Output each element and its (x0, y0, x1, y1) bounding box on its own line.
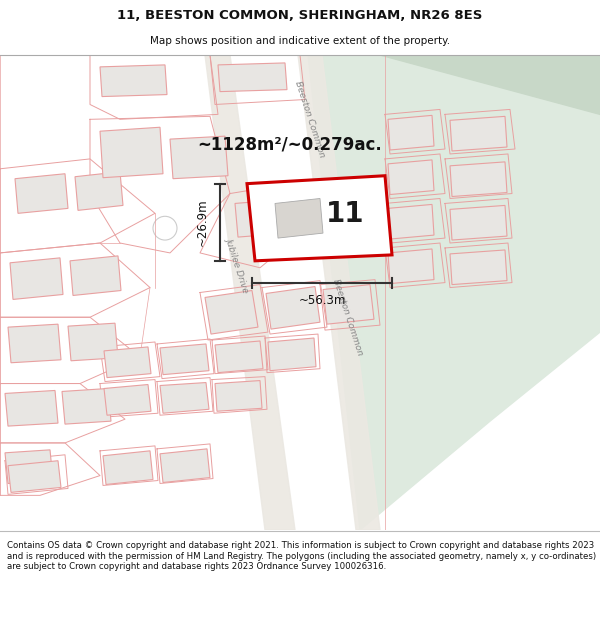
Polygon shape (205, 291, 258, 334)
Polygon shape (268, 338, 316, 371)
Text: ~26.9m: ~26.9m (196, 198, 209, 246)
Text: ~1128m²/~0.279ac.: ~1128m²/~0.279ac. (197, 135, 382, 153)
Polygon shape (323, 284, 374, 324)
Text: Beeston Common: Beeston Common (331, 278, 365, 357)
Polygon shape (275, 199, 323, 238)
Polygon shape (75, 172, 123, 211)
Polygon shape (68, 323, 118, 361)
Polygon shape (308, 55, 600, 530)
Polygon shape (160, 449, 210, 482)
Polygon shape (5, 450, 53, 484)
Polygon shape (388, 116, 434, 150)
Polygon shape (160, 382, 209, 413)
Polygon shape (15, 174, 68, 213)
Text: 11, BEESTON COMMON, SHERINGHAM, NR26 8ES: 11, BEESTON COMMON, SHERINGHAM, NR26 8ES (118, 9, 482, 22)
Polygon shape (388, 160, 434, 194)
Polygon shape (298, 55, 380, 530)
Polygon shape (247, 176, 392, 261)
Text: 11: 11 (325, 200, 364, 228)
Text: Contains OS data © Crown copyright and database right 2021. This information is : Contains OS data © Crown copyright and d… (7, 541, 596, 571)
Polygon shape (215, 381, 262, 411)
Polygon shape (170, 136, 228, 179)
Text: Beeston Common: Beeston Common (293, 80, 326, 159)
Polygon shape (340, 55, 600, 114)
Polygon shape (62, 389, 111, 424)
Text: Jubilee Drive: Jubilee Drive (225, 236, 251, 293)
Polygon shape (205, 55, 295, 530)
Text: Map shows position and indicative extent of the property.: Map shows position and indicative extent… (150, 36, 450, 46)
Polygon shape (103, 451, 153, 484)
Polygon shape (450, 162, 507, 196)
Polygon shape (5, 391, 58, 426)
Polygon shape (10, 258, 63, 299)
Polygon shape (100, 65, 167, 96)
Polygon shape (235, 199, 288, 237)
Polygon shape (104, 347, 151, 378)
Polygon shape (100, 127, 163, 177)
Polygon shape (450, 116, 507, 151)
Polygon shape (388, 249, 434, 284)
Polygon shape (8, 461, 61, 492)
Polygon shape (450, 250, 507, 284)
Text: ~56.3m: ~56.3m (298, 294, 346, 307)
Polygon shape (160, 344, 209, 374)
Polygon shape (104, 384, 151, 415)
Polygon shape (215, 341, 263, 372)
Polygon shape (450, 206, 507, 240)
Polygon shape (218, 63, 287, 92)
Polygon shape (388, 204, 434, 239)
Polygon shape (8, 324, 61, 362)
Polygon shape (266, 286, 320, 329)
Polygon shape (70, 256, 121, 296)
